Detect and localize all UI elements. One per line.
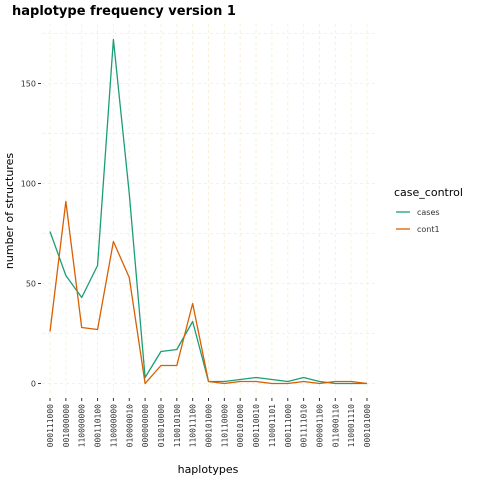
y-axis-title: number of structures [3,153,16,269]
x-tick-label: 110011100 [189,404,198,448]
x-axis-title: haplotypes [178,463,239,476]
x-axis: 000111000 001000000 110000000 000110100 1100… [46,398,372,447]
legend-item-cont1: cont1 [396,225,440,234]
y-tick-label: 50 [26,280,36,289]
x-tick-label: 000111000 [284,404,293,448]
x-tick-label: 000000000 [141,404,150,448]
x-tick-label: 000110010 [252,404,261,448]
legend-item-cases: cases [396,208,440,217]
legend: case_control cases cont1 [394,186,463,234]
x-tick-label: 000111000 [46,404,55,448]
series-line-cont1 [49,200,368,385]
x-tick-label: 010010000 [157,404,166,448]
chart-title: haplotype frequency version 1 [12,4,236,19]
y-axis: 0 50 100 150 [21,80,41,389]
x-tick-label: 110010100 [173,404,182,448]
y-tick-label: 100 [21,180,36,189]
legend-label: cont1 [417,225,440,234]
x-tick-label: 000101000 [205,404,214,448]
grid-lines [42,24,378,396]
x-tick-label: 000001100 [315,404,324,448]
legend-title: case_control [394,186,463,199]
x-tick-label: 110000000 [109,404,118,448]
x-tick-label: 110110000 [220,404,229,448]
x-tick-label: 110000000 [78,404,87,448]
x-tick-label: 110001101 [268,404,277,448]
x-tick-label: 010000010 [125,404,134,448]
x-tick-label: 000101000 [363,404,372,448]
x-tick-label: 001000000 [62,404,71,448]
legend-label: cases [417,208,440,217]
x-tick-label: 110001110 [347,404,356,448]
x-tick-label: 000110100 [94,404,103,448]
y-tick-label: 150 [21,80,36,89]
series-lines [49,38,368,385]
x-tick-label: 000101000 [236,404,245,448]
x-tick-label: 011000110 [331,404,340,448]
x-tick-label: 001111010 [300,404,309,448]
y-tick-label: 0 [31,380,36,389]
